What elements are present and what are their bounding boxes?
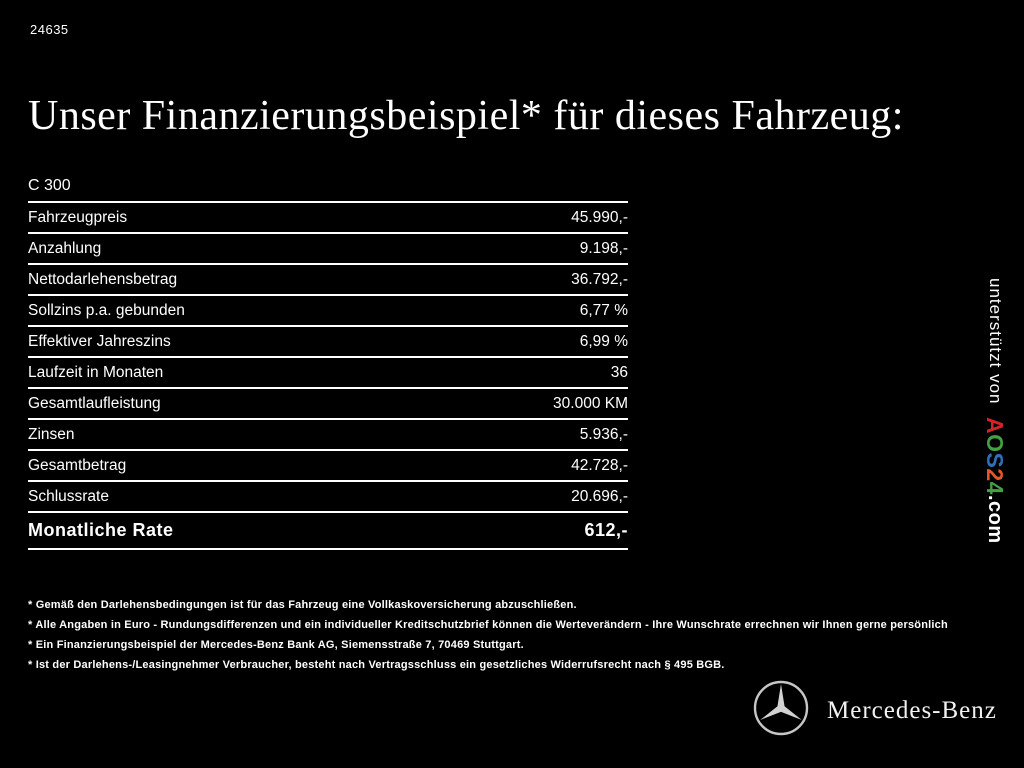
page-title: Unser Finanzierungsbeispiel* für dieses …	[28, 93, 904, 140]
table-row: Gesamtlaufleistung 30.000 KM	[28, 389, 628, 420]
table-row: Anzahlung 9.198,-	[28, 234, 628, 265]
mercedes-benz-wordmark: Mercedes-Benz	[827, 696, 997, 724]
monthly-rate-row: Monatliche Rate 612,-	[28, 513, 628, 550]
footnote: * Ein Finanzierungsbeispiel der Mercedes…	[28, 639, 524, 651]
domain-suffix: .com	[984, 494, 1006, 544]
table-row: Laufzeit in Monaten 36	[28, 358, 628, 389]
row-label: Zinsen	[28, 425, 75, 443]
mercedes-star-icon	[752, 679, 810, 742]
aos24-logo: AOS24.com	[982, 416, 1008, 544]
monthly-rate-value: 612,-	[584, 520, 628, 540]
row-value: 45.990,-	[571, 208, 628, 226]
brand-footer: Mercedes-Benz	[752, 679, 997, 742]
supported-by-banner: unterstützt von AOS24.com	[981, 278, 1008, 543]
vehicle-model: C 300	[28, 170, 628, 203]
row-label: Sollzins p.a. gebunden	[28, 301, 185, 319]
footnote: * Alle Angaben in Euro - Rundungsdiffere…	[28, 619, 948, 631]
footnote: * Ist der Darlehens-/Leasingnehmer Verbr…	[28, 659, 725, 671]
row-value: 36.792,-	[571, 270, 628, 288]
table-row: Gesamtbetrag 42.728,-	[28, 451, 628, 482]
supported-by-text: unterstützt von	[986, 278, 1005, 405]
row-value: 6,77 %	[579, 301, 628, 319]
row-label: Nettodarlehensbetrag	[28, 270, 178, 288]
table-row: Sollzins p.a. gebunden 6,77 %	[28, 296, 628, 327]
table-row: Schlussrate 20.696,-	[28, 482, 628, 513]
table-row: Zinsen 5.936,-	[28, 420, 628, 451]
row-value: 36	[610, 363, 628, 381]
table-row: Fahrzeugpreis 45.990,-	[28, 203, 628, 234]
row-label: Gesamtlaufleistung	[28, 394, 161, 412]
footnote: * Gemäß den Darlehensbedingungen ist für…	[28, 599, 577, 611]
row-label: Schlussrate	[28, 487, 109, 505]
row-value: 6,99 %	[579, 332, 628, 350]
row-value: 20.696,-	[571, 487, 628, 505]
row-value: 9.198,-	[579, 239, 628, 257]
row-label: Laufzeit in Monaten	[28, 363, 164, 381]
footnotes: * Gemäß den Darlehensbedingungen ist für…	[28, 599, 988, 679]
table-row: Nettodarlehensbetrag 36.792,-	[28, 265, 628, 296]
monthly-rate-label: Monatliche Rate	[28, 520, 174, 540]
row-value: 30.000 KM	[553, 394, 628, 412]
row-label: Anzahlung	[28, 239, 102, 257]
row-value: 42.728,-	[571, 456, 628, 474]
row-label: Fahrzeugpreis	[28, 208, 128, 226]
row-label: Gesamtbetrag	[28, 456, 127, 474]
reference-number: 24635	[30, 22, 69, 37]
finance-table: C 300 Fahrzeugpreis 45.990,- Anzahlung 9…	[28, 170, 628, 550]
row-label: Effektiver Jahreszins	[28, 332, 171, 350]
row-value: 5.936,-	[579, 425, 628, 443]
table-row: Effektiver Jahreszins 6,99 %	[28, 327, 628, 358]
